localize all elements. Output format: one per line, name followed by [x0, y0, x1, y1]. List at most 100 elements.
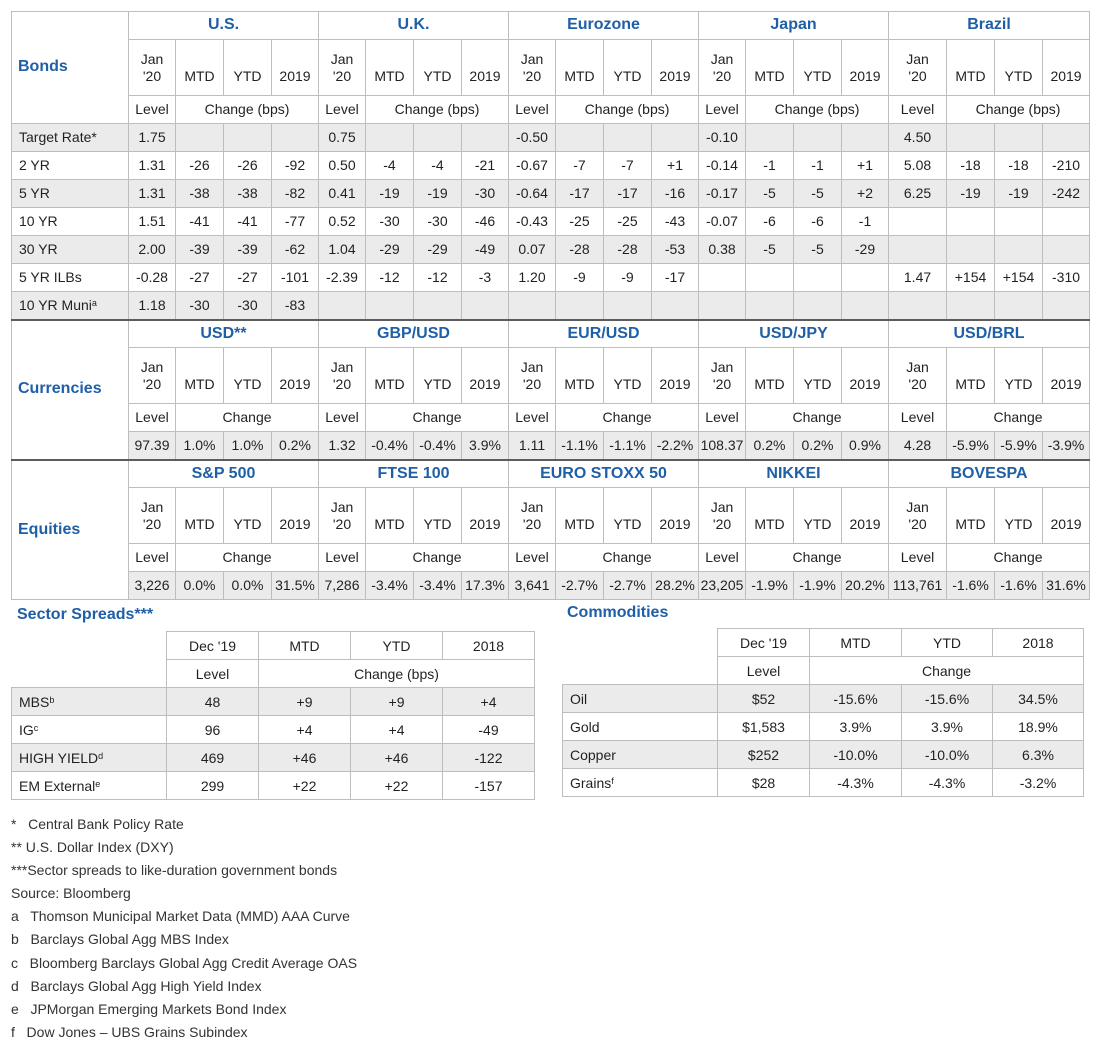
- value-cell: 3.9%: [901, 712, 993, 741]
- table-row: IGc 96 +4 +4 -49: [11, 715, 535, 744]
- level-period-month: Jan: [520, 359, 544, 376]
- group-header: Brazil: [888, 11, 1091, 40]
- row-label-text: Gold: [570, 718, 600, 735]
- value-cell: [841, 123, 890, 152]
- value-cell: [841, 263, 890, 292]
- value-cell: 1.75: [128, 123, 176, 152]
- level-period-month: Jan: [330, 51, 354, 68]
- value-cell: [175, 123, 224, 152]
- value-cell: -0.64: [508, 179, 556, 208]
- value-cell: -21: [461, 151, 509, 180]
- period-header: 2019: [461, 487, 509, 544]
- value-cell: [1042, 291, 1091, 320]
- value-cell: -2.39: [318, 263, 366, 292]
- group-header: GBP/USD: [318, 318, 509, 348]
- value-cell: -0.4%: [413, 431, 462, 460]
- currencies-section-label: Currencies: [11, 318, 129, 460]
- value-cell: -6: [793, 207, 843, 236]
- equities-values-row: 3,226 0.0% 0.0% 31.5% 7,286 -3.4% -3.4% 17.3% 3,…: [12, 571, 1091, 600]
- row-label-text: Target Rate*: [19, 129, 97, 146]
- level-header: Level: [128, 95, 176, 124]
- value-cell: -19: [365, 179, 414, 208]
- group-header: BOVESPA: [888, 458, 1091, 488]
- period-header: YTD: [793, 347, 843, 404]
- change-header: Change (bps): [745, 95, 890, 124]
- value-cell: -17: [555, 179, 604, 208]
- value-cell: 3,226: [128, 571, 176, 600]
- table-row: HIGH YIELDd 469 +46 +46 -122: [11, 743, 535, 772]
- period-header: Dec '19: [166, 631, 259, 660]
- level-header: Level: [318, 543, 366, 572]
- value-cell: 96: [166, 715, 259, 744]
- group-header: USD/BRL: [888, 318, 1091, 348]
- value-cell: -7: [603, 151, 652, 180]
- row-label: EM Externale: [11, 771, 167, 800]
- period-header: MTD: [946, 487, 996, 544]
- value-cell: 299: [166, 771, 259, 800]
- value-cell: 0.2%: [793, 431, 843, 460]
- value-cell: -1: [793, 151, 843, 180]
- value-cell: [650, 291, 700, 320]
- level-period-header: Jan '20: [698, 487, 747, 544]
- value-cell: 97.39: [128, 431, 176, 460]
- value-cell: -19: [946, 179, 996, 208]
- footnote-line: c Bloomberg Barclays Global Agg Credit A…: [11, 954, 358, 971]
- row-label: Oil: [562, 684, 718, 713]
- value-cell: -25: [555, 207, 604, 236]
- footnote-line: f Dow Jones – UBS Grains Subindex: [11, 1023, 248, 1040]
- value-cell: [318, 291, 366, 320]
- equities-section-label: Equities: [11, 458, 129, 600]
- level-period-year: '20: [142, 67, 162, 84]
- level-header: Level: [128, 403, 176, 432]
- value-cell: -28: [555, 235, 604, 264]
- row-label: 10 YR Munia: [11, 291, 129, 320]
- level-period-header: Jan '20: [698, 39, 747, 96]
- row-label: 5 YR: [11, 179, 129, 208]
- period-header: MTD: [946, 39, 996, 96]
- level-period-header: Jan '20: [888, 347, 948, 404]
- value-cell: -2.7%: [603, 571, 652, 600]
- level-period-month: Jan: [710, 51, 734, 68]
- level-period-year: '20: [712, 515, 732, 532]
- value-cell: -10.0%: [901, 740, 993, 769]
- value-cell: [994, 235, 1044, 264]
- value-cell: -3.9%: [1042, 431, 1091, 460]
- value-cell: 6.3%: [992, 740, 1084, 769]
- value-cell: -210: [1042, 151, 1091, 180]
- bond-row: 10 YR 1.51 -41 -41 -77 0.52 -30 -30 -46 -0.43 -25-…: [11, 207, 1091, 236]
- value-cell: [508, 291, 556, 320]
- value-cell: 4.28: [888, 431, 948, 460]
- value-cell: 3.9%: [461, 431, 509, 460]
- value-cell: +1: [650, 151, 700, 180]
- group-header: NIKKEI: [698, 458, 890, 488]
- row-label-text: 10 YR: [19, 213, 58, 230]
- group-header: U.K.: [318, 11, 509, 40]
- value-cell: 0.0%: [223, 571, 272, 600]
- period-header: 2019: [271, 487, 319, 544]
- period-header: YTD: [994, 487, 1044, 544]
- value-cell: +9: [350, 687, 443, 716]
- period-header: YTD: [413, 487, 462, 544]
- value-cell: -3.4%: [365, 571, 414, 600]
- value-cell: +46: [258, 743, 351, 772]
- change-header: Change: [554, 543, 700, 572]
- period-header: YTD: [350, 631, 443, 660]
- value-cell: -18: [994, 151, 1044, 180]
- value-cell: -1.1%: [555, 431, 604, 460]
- level-header: Level: [888, 95, 948, 124]
- value-cell: +46: [350, 743, 443, 772]
- row-label: MBSb: [11, 687, 167, 716]
- blank-corner: [11, 631, 167, 688]
- value-cell: 0.0%: [175, 571, 224, 600]
- level-header: Level: [698, 403, 747, 432]
- level-period-month: Jan: [906, 359, 929, 376]
- bonds-section-label: Bonds: [11, 11, 129, 124]
- row-label-text: 10 YR Muni: [19, 297, 92, 314]
- value-cell: +22: [258, 771, 351, 800]
- value-cell: [793, 123, 843, 152]
- value-cell: -3: [461, 263, 509, 292]
- value-cell: -49: [442, 715, 535, 744]
- value-cell: $28: [717, 768, 810, 797]
- value-cell: -19: [994, 179, 1044, 208]
- value-cell: -5: [793, 235, 843, 264]
